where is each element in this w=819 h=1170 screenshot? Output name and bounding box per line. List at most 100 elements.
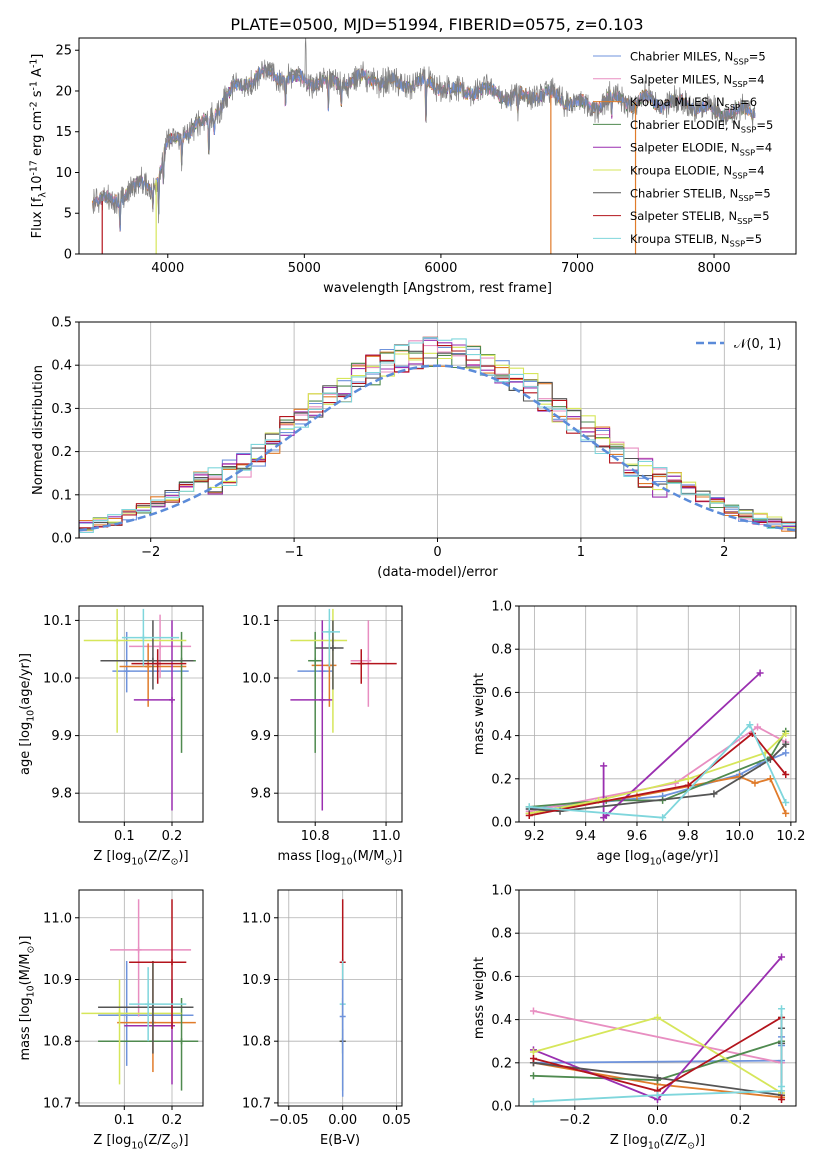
weight-marker xyxy=(529,1098,537,1106)
x-tick-label: 0.05 xyxy=(382,1113,411,1128)
legend-label: Kroupa MILES, NSSP=6 xyxy=(630,95,757,112)
data-point xyxy=(169,959,175,966)
data-point xyxy=(149,657,156,664)
panel-residuals: −2 −1 0 1 2 0.0 0.1 0.2 0.3 0.4 0.5 (data-model)/er… xyxy=(31,316,797,580)
x-tick-label: 0.0 xyxy=(647,1113,668,1128)
panel-age-vs-mass: 10.8 11.0 9.8 9.9 10.0 10.1 mass [log10(M/M⊙)] xyxy=(242,605,403,867)
weight-marker xyxy=(778,1083,786,1091)
weight-series-line xyxy=(602,672,761,820)
y-axis-label: Normed distribution xyxy=(31,365,46,495)
data-point xyxy=(135,946,142,953)
x-tick-label: −0.05 xyxy=(269,1113,309,1128)
weight-marker xyxy=(684,775,692,783)
plot-area xyxy=(81,899,199,1091)
residual-histogram xyxy=(79,337,796,538)
axes-frame xyxy=(78,37,797,255)
y-tick-label: 0.4 xyxy=(51,359,72,374)
y-tick-label: 9.8 xyxy=(250,787,271,802)
plot-area xyxy=(79,336,796,538)
y-tick-label: 0.2 xyxy=(491,1056,512,1071)
y-tick-label: 10 xyxy=(55,166,72,181)
y-tick-label: 9.9 xyxy=(250,729,271,744)
weight-marker xyxy=(782,729,790,737)
x-axis-label: Z [log10(Z/Z⊙)] xyxy=(610,1133,705,1151)
data-point xyxy=(365,657,372,664)
axes-frame xyxy=(277,605,403,823)
weight-marker xyxy=(782,809,790,817)
weight-marker xyxy=(782,740,790,748)
x-tick-label: 2 xyxy=(720,545,728,560)
y-axis-label: mass weight xyxy=(472,673,487,755)
x-tick-label: 7000 xyxy=(561,261,594,276)
x-axis-label: wavelength [Angstrom, rest frame] xyxy=(323,281,552,296)
weight-marker xyxy=(754,723,762,731)
y-tick-label: 5 xyxy=(64,207,72,222)
y-tick-label: 11.0 xyxy=(43,911,72,926)
x-axis-label: (data-model)/error xyxy=(377,565,498,580)
y-tick-label: 0.4 xyxy=(491,1013,512,1028)
y-tick-label: 0.4 xyxy=(491,729,512,744)
axes-frame xyxy=(277,889,403,1107)
x-tick-label: 11.0 xyxy=(372,829,401,844)
plot-area xyxy=(290,608,397,811)
weight-marker xyxy=(756,669,764,677)
observed-spectrum-line xyxy=(92,38,756,226)
axes-frame xyxy=(78,605,204,823)
legend-label: Chabrier ELODIE, NSSP=5 xyxy=(630,118,773,135)
y-tick-label: 10.8 xyxy=(242,1035,271,1050)
y-tick-label: 11.0 xyxy=(242,911,271,926)
data-point xyxy=(178,1038,185,1045)
x-tick-label: 0.2 xyxy=(730,1113,751,1128)
panels: 4000 5000 6000 7000 80000510152025wavelength… xyxy=(18,37,805,1151)
data-point xyxy=(145,1001,152,1008)
weight-marker xyxy=(525,812,533,820)
y-tick-label: 10.1 xyxy=(242,614,271,629)
x-tick-label: 0.1 xyxy=(114,829,135,844)
data-point xyxy=(114,637,121,644)
data-point xyxy=(329,645,336,652)
weight-marker xyxy=(529,1072,537,1080)
axes-frame xyxy=(518,605,797,823)
weight-marker xyxy=(684,781,692,789)
weight-marker xyxy=(654,1074,661,1082)
y-tick-label: 0.6 xyxy=(491,970,512,985)
y-tick-label: 10.8 xyxy=(43,1035,72,1050)
panel-mass-weight-vs-age: 9.2 9.4 9.6 9.8 10.0 10.2 0.0 0.2 0.4 0.6 0.8 1.0 ag… xyxy=(472,600,805,868)
y-tick-label: 0.8 xyxy=(491,643,512,658)
legend-label: Chabrier MILES, NSSP=5 xyxy=(630,50,766,67)
x-tick-label: 5000 xyxy=(288,261,321,276)
x-tick-label: 9.8 xyxy=(678,829,699,844)
weight-marker xyxy=(778,1096,786,1104)
y-tick-label: 9.8 xyxy=(51,787,72,802)
weight-marker xyxy=(529,1048,537,1056)
data-point xyxy=(116,1010,123,1017)
data-point xyxy=(312,657,319,664)
x-tick-label: 4000 xyxy=(151,261,184,276)
normal-curve xyxy=(79,364,796,532)
y-tick-label: 15 xyxy=(55,125,72,140)
weight-marker xyxy=(766,775,774,783)
weight-series-line xyxy=(529,723,787,819)
y-tick-label: 10.0 xyxy=(43,672,72,687)
x-tick-label: 0 xyxy=(433,545,441,560)
figure-title: PLATE=0500, MJD=51994, FIBERID=0575, z=0… xyxy=(230,15,643,34)
data-point xyxy=(326,628,333,635)
y-tick-label: 0.2 xyxy=(51,445,72,460)
weight-series-line xyxy=(529,725,787,813)
y-axis-label: age [log10(age/yr)] xyxy=(18,653,36,775)
y-tick-label: 10.1 xyxy=(43,614,72,629)
data-point xyxy=(358,660,365,667)
y-tick-label: 10.7 xyxy=(43,1096,72,1111)
data-point xyxy=(169,696,175,703)
y-tick-label: 0.5 xyxy=(51,316,72,331)
legend-label: Chabrier STELIB, NSSP=5 xyxy=(630,186,771,203)
x-axis-label: mass [log10(M/M⊙)] xyxy=(277,849,402,867)
y-tick-label: 0.2 xyxy=(491,772,512,787)
data-point xyxy=(339,1013,346,1020)
legend-label: Salpeter STELIB, NSSP=5 xyxy=(630,209,770,226)
y-tick-label: 10.9 xyxy=(43,973,72,988)
panel-age-vs-Z: 0.1 0.2 9.8 9.9 10.0 10.1 Z [log10(Z/Z⊙)] age [… xyxy=(18,605,204,867)
panel-mass-vs-EBV: −0.05 0.00 0.05 10.7 10.8 10.9 11.0 E(B-V) xyxy=(242,889,411,1148)
y-tick-label: 1.0 xyxy=(491,600,512,615)
y-axis-label: mass [log10(M/M⊙)] xyxy=(18,935,36,1060)
